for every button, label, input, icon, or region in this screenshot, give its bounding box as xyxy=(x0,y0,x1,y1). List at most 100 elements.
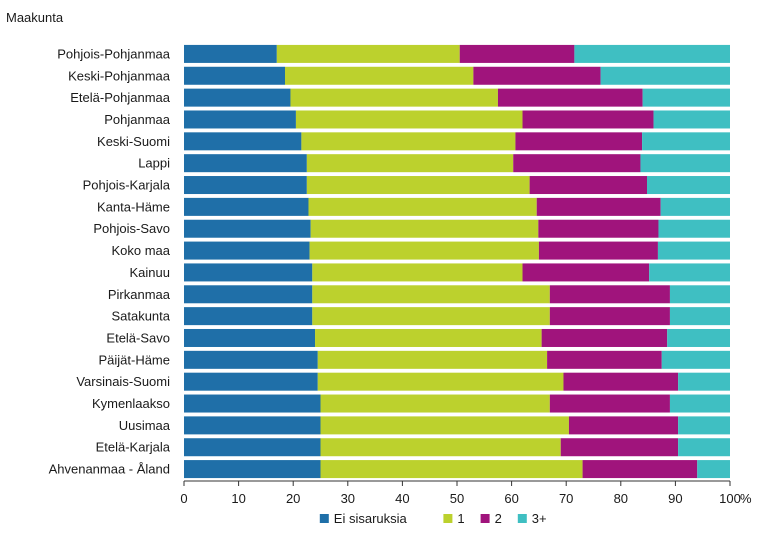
bar-pohjois-karjala-3-plus xyxy=(647,176,730,195)
x-tick-label: 100 xyxy=(719,491,741,506)
bar-etela-pohjanmaa-2 xyxy=(497,88,643,107)
bar-kymenlaakso-1 xyxy=(320,394,550,413)
category-label: Pohjois-Savo xyxy=(93,221,170,236)
y-axis-title: Maakunta xyxy=(6,10,64,25)
legend-label: 1 xyxy=(457,511,464,526)
bar-etela-karjala-ei-sisaruksia xyxy=(184,438,321,457)
category-label: Pohjois-Karjala xyxy=(83,178,171,193)
x-tick-label: 70 xyxy=(559,491,573,506)
x-tick-label: 90 xyxy=(668,491,682,506)
bar-lappi-2 xyxy=(513,154,641,173)
bar-etela-savo-1 xyxy=(315,328,542,347)
bar-pohjois-karjala-1 xyxy=(306,176,530,195)
bar-kanta-hame-1 xyxy=(308,197,537,216)
bar-keski-pohjanmaa-3-plus xyxy=(600,66,730,85)
bar-keski-pohjanmaa-1 xyxy=(285,66,474,85)
category-label: Pohjois-Pohjanmaa xyxy=(57,46,171,61)
bar-kymenlaakso-ei-sisaruksia xyxy=(184,394,321,413)
x-axis: 0 10 20 30 40 50 60 70 80 90 100% xyxy=(180,480,752,506)
bar-keski-pohjanmaa-ei-sisaruksia xyxy=(184,66,286,85)
bar-satakunta-1 xyxy=(312,307,550,326)
category-labels: Pohjois-Pohjanmaa Keski-Pohjanmaa Etelä-Po… xyxy=(49,46,171,476)
bar-satakunta-ei-sisaruksia xyxy=(184,307,313,326)
category-label: Etelä-Savo xyxy=(106,330,170,345)
category-label: Satakunta xyxy=(111,309,170,324)
bar-etela-savo-2 xyxy=(541,328,668,347)
bar-etela-pohjanmaa-ei-sisaruksia xyxy=(184,88,291,107)
bar-etela-pohjanmaa-3-plus xyxy=(642,88,730,107)
bar-koko-maa-1 xyxy=(309,241,539,260)
bar-varsinais-suomi-3-plus xyxy=(678,372,730,391)
bar-ahvenanmaa-aland-2 xyxy=(582,460,698,479)
x-tick-label: 50 xyxy=(450,491,464,506)
bar-pohjois-savo-2 xyxy=(538,219,659,238)
bar-ahvenanmaa-aland-3-plus xyxy=(697,460,730,479)
bar-etela-karjala-3-plus xyxy=(678,438,730,457)
bar-uusimaa-ei-sisaruksia xyxy=(184,416,321,435)
bar-satakunta-3-plus xyxy=(669,307,730,326)
category-label: Pirkanmaa xyxy=(108,287,171,302)
bar-pohjois-savo-3-plus xyxy=(658,219,730,238)
bar-kainuu-2 xyxy=(522,263,650,282)
bar-paijat-hame-3-plus xyxy=(661,350,730,369)
bar-etela-karjala-2 xyxy=(560,438,679,457)
legend-label: 3+ xyxy=(532,511,547,526)
bar-pohjanmaa-2 xyxy=(522,110,654,129)
bar-pohjois-pohjanmaa-3-plus xyxy=(574,44,730,63)
bar-keski-suomi-ei-sisaruksia xyxy=(184,132,302,151)
bar-koko-maa-2 xyxy=(538,241,658,260)
bar-satakunta-2 xyxy=(549,307,670,326)
category-label: Keski-Suomi xyxy=(97,134,170,149)
x-tick-label: 10 xyxy=(231,491,245,506)
bar-kymenlaakso-3-plus xyxy=(669,394,730,413)
category-label: Lappi xyxy=(138,156,170,171)
bar-varsinais-suomi-ei-sisaruksia xyxy=(184,372,318,391)
x-tick-label: 20 xyxy=(286,491,300,506)
bar-kanta-hame-2 xyxy=(536,197,661,216)
category-label: Keski-Pohjanmaa xyxy=(68,68,171,83)
bar-etela-savo-ei-sisaruksia xyxy=(184,328,316,347)
bar-pohjois-pohjanmaa-2 xyxy=(459,44,575,63)
bar-etela-pohjanmaa-1 xyxy=(290,88,498,107)
bar-pohjois-savo-ei-sisaruksia xyxy=(184,219,311,238)
bar-keski-suomi-2 xyxy=(515,132,643,151)
bar-pirkanmaa-ei-sisaruksia xyxy=(184,285,313,304)
bar-etela-savo-3-plus xyxy=(667,328,730,347)
bar-koko-maa-ei-sisaruksia xyxy=(184,241,310,260)
legend-swatch xyxy=(443,514,453,523)
category-label: Uusimaa xyxy=(119,418,171,433)
category-label: Kainuu xyxy=(130,265,170,280)
legend-swatch xyxy=(480,514,490,523)
bar-uusimaa-3-plus xyxy=(678,416,730,435)
bar-paijat-hame-ei-sisaruksia xyxy=(184,350,318,369)
bar-keski-suomi-1 xyxy=(301,132,516,151)
bar-lappi-3-plus xyxy=(640,154,730,173)
bar-pohjois-karjala-ei-sisaruksia xyxy=(184,176,307,195)
bar-uusimaa-2 xyxy=(568,416,679,435)
legend-label: Ei sisaruksia xyxy=(334,511,408,526)
bar-koko-maa-3-plus xyxy=(657,241,730,260)
bar-kainuu-ei-sisaruksia xyxy=(184,263,313,282)
bar-pirkanmaa-1 xyxy=(312,285,550,304)
bar-pohjanmaa-ei-sisaruksia xyxy=(184,110,296,129)
bar-keski-pohjanmaa-2 xyxy=(473,66,601,85)
bar-ahvenanmaa-aland-1 xyxy=(320,460,583,479)
bars-group xyxy=(184,44,730,479)
bar-kanta-hame-ei-sisaruksia xyxy=(184,197,309,216)
bar-pirkanmaa-2 xyxy=(549,285,670,304)
bar-kanta-hame-3-plus xyxy=(660,197,730,216)
bar-pohjanmaa-3-plus xyxy=(653,110,730,129)
category-label: Pohjanmaa xyxy=(104,112,171,127)
category-label: Kanta-Häme xyxy=(97,199,170,214)
x-tick-label: 60 xyxy=(504,491,518,506)
bar-kymenlaakso-2 xyxy=(549,394,670,413)
bar-pohjois-pohjanmaa-ei-sisaruksia xyxy=(184,44,277,63)
category-label: Ahvenanmaa - Åland xyxy=(49,462,170,477)
category-label: Varsinais-Suomi xyxy=(76,374,170,389)
x-tick-label: 40 xyxy=(395,491,409,506)
bar-kainuu-1 xyxy=(312,263,523,282)
legend-swatch xyxy=(517,514,527,523)
x-tick-label: 30 xyxy=(341,491,355,506)
